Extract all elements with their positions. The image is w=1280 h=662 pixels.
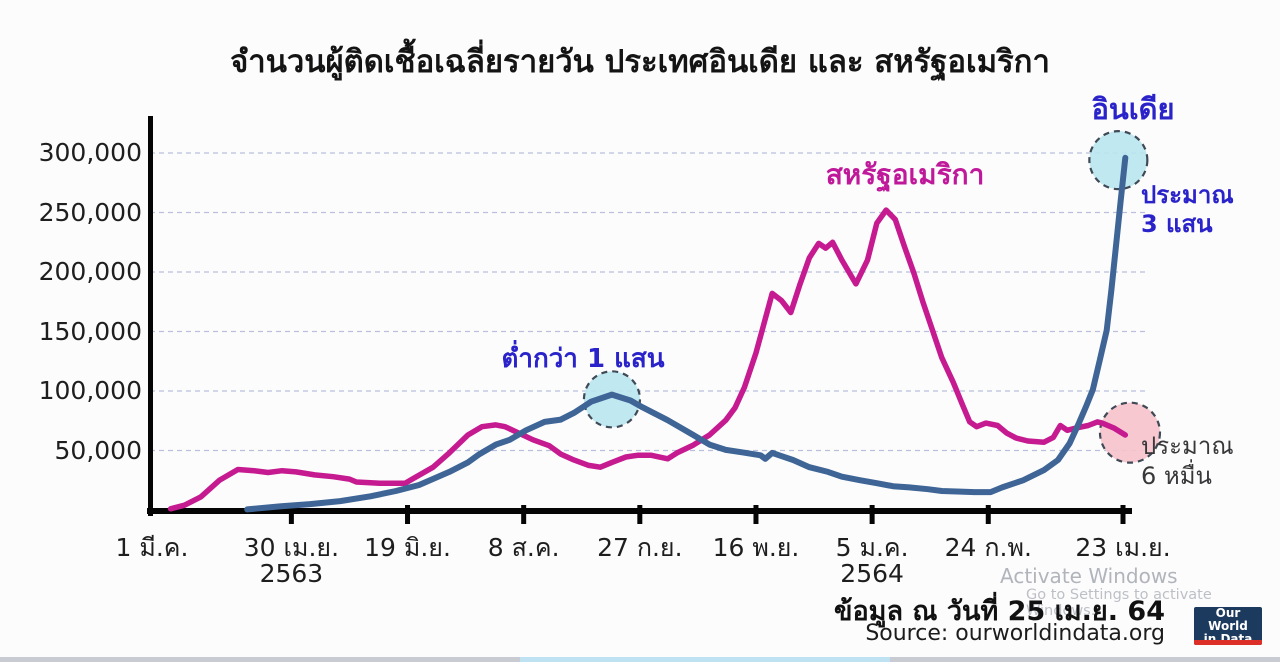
source-text: Source: ourworldindata.org (865, 621, 1165, 646)
owid-logo-red-stripe (1194, 640, 1262, 645)
x-tick-16 พ.ย. (753, 505, 759, 524)
x-tick-23 เม.ย. (1120, 505, 1126, 524)
x-tick-27 ก.ย. (637, 505, 643, 524)
activate-windows-watermark-subtext: Go to Settings to activate Windows. (1026, 587, 1212, 619)
x-tick-19 มิ.ย. (405, 505, 411, 524)
x-tick-5 ม.ค. (869, 505, 875, 524)
video-progress-bar-buffer[interactable] (520, 657, 890, 662)
usa-latest-highlight-circle (1098, 401, 1162, 464)
x-tick-30 เม.ย. (288, 505, 294, 524)
series-line-india (244, 154, 1129, 513)
india-latest-highlight-circle (1088, 130, 1149, 191)
y-axis-spine (148, 116, 153, 516)
our-world-in-data-logo: Our World in Data (1194, 606, 1262, 645)
x-tick-8 ส.ค. (521, 505, 527, 524)
india-peak-highlight-circle (582, 370, 642, 429)
series-line-usa (167, 207, 1129, 512)
activate-windows-watermark: Activate Windows (1000, 564, 1178, 588)
series-label-india: อินเดีย (1091, 92, 1175, 126)
data-as-of-text: ข้อมูล ณ วันที่ 25 เม.ย. 64 (834, 596, 1165, 627)
series-label-usa: สหรัฐอเมริกา (825, 158, 985, 191)
annotation-approx-60k: ประมาณ 6 หมื่น (1141, 432, 1234, 490)
annotation-below-100k: ต่ำกว่า 1 แสน (501, 344, 665, 374)
chart-title: จำนวนผู้ติดเชื้อเฉลี่ยรายวัน ประเทศอินเด… (230, 44, 1050, 80)
annotation-approx-300k: ประมาณ 3 แสน (1141, 181, 1234, 238)
x-tick-24 ก.พ. (985, 505, 991, 524)
